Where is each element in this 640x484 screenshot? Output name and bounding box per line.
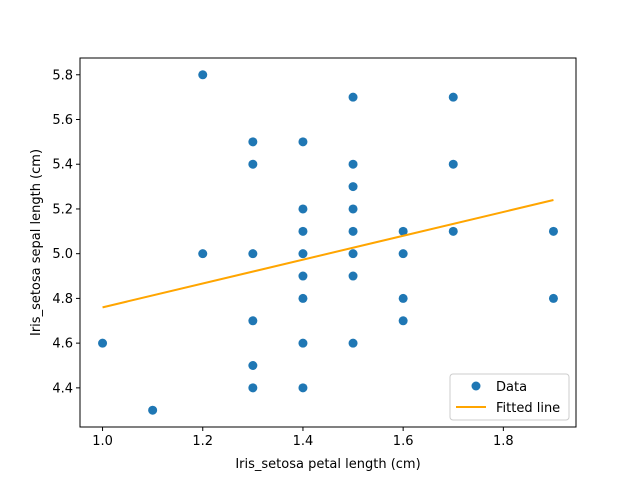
data-point bbox=[98, 338, 108, 348]
data-point bbox=[148, 405, 158, 415]
data-point bbox=[248, 159, 258, 169]
x-tick-label: 1.0 bbox=[92, 434, 113, 449]
legend-marker-data bbox=[471, 381, 481, 391]
data-point bbox=[348, 226, 358, 236]
plot-area bbox=[98, 70, 558, 415]
data-point bbox=[348, 159, 358, 169]
x-tick-label: 1.4 bbox=[293, 434, 314, 449]
y-axis: 4.4 4.6 4.8 5.0 5.2 5.4 5.6 5.8 bbox=[52, 68, 80, 396]
data-point bbox=[398, 293, 408, 303]
data-point bbox=[298, 293, 308, 303]
y-tick-label: 5.8 bbox=[52, 68, 73, 83]
data-point bbox=[448, 92, 458, 102]
axes-frame bbox=[79, 57, 577, 428]
y-axis-label: Iris_setosa sepal length (cm) bbox=[29, 149, 44, 336]
legend-label-data: Data bbox=[496, 380, 527, 395]
data-point bbox=[348, 249, 358, 259]
data-point bbox=[248, 383, 258, 393]
fitted-line bbox=[102, 199, 554, 309]
data-point bbox=[448, 159, 458, 169]
data-point bbox=[348, 338, 358, 348]
data-point bbox=[298, 137, 308, 147]
x-tick-label: 1.8 bbox=[493, 434, 514, 449]
data-point bbox=[298, 226, 308, 236]
y-tick-label: 5.2 bbox=[52, 202, 73, 217]
y-tick-label: 4.6 bbox=[52, 337, 73, 352]
data-point bbox=[248, 361, 258, 370]
y-tick-label: 5.6 bbox=[52, 113, 73, 128]
y-tick-label: 5.0 bbox=[52, 247, 73, 262]
y-tick-label: 4.8 bbox=[52, 292, 73, 307]
data-point bbox=[298, 204, 308, 214]
data-point bbox=[398, 226, 408, 236]
data-point bbox=[298, 271, 308, 281]
data-point bbox=[248, 316, 258, 326]
data-point bbox=[348, 204, 358, 214]
data-point bbox=[198, 70, 208, 80]
data-point bbox=[348, 92, 358, 102]
y-tick-label: 4.4 bbox=[52, 381, 73, 396]
data-point bbox=[348, 182, 358, 192]
data-point bbox=[298, 383, 308, 393]
data-point bbox=[298, 249, 308, 259]
x-axis-label: Iris_setosa petal length (cm) bbox=[235, 457, 420, 472]
data-point bbox=[348, 271, 358, 281]
data-point bbox=[548, 226, 558, 236]
data-point bbox=[248, 249, 258, 259]
data-point bbox=[548, 293, 558, 303]
data-point bbox=[198, 249, 208, 259]
data-point bbox=[298, 338, 308, 348]
x-axis: 1.0 1.2 1.4 1.6 1.8 bbox=[92, 427, 514, 449]
legend-label-fitted: Fitted line bbox=[496, 401, 560, 416]
data-point bbox=[448, 226, 458, 236]
data-point bbox=[398, 316, 408, 326]
x-tick-label: 1.2 bbox=[192, 434, 213, 449]
data-point bbox=[248, 137, 258, 147]
legend: Data Fitted line bbox=[449, 373, 570, 421]
data-point bbox=[398, 249, 408, 259]
x-tick-label: 1.6 bbox=[393, 434, 414, 449]
y-tick-label: 5.4 bbox=[52, 158, 73, 173]
